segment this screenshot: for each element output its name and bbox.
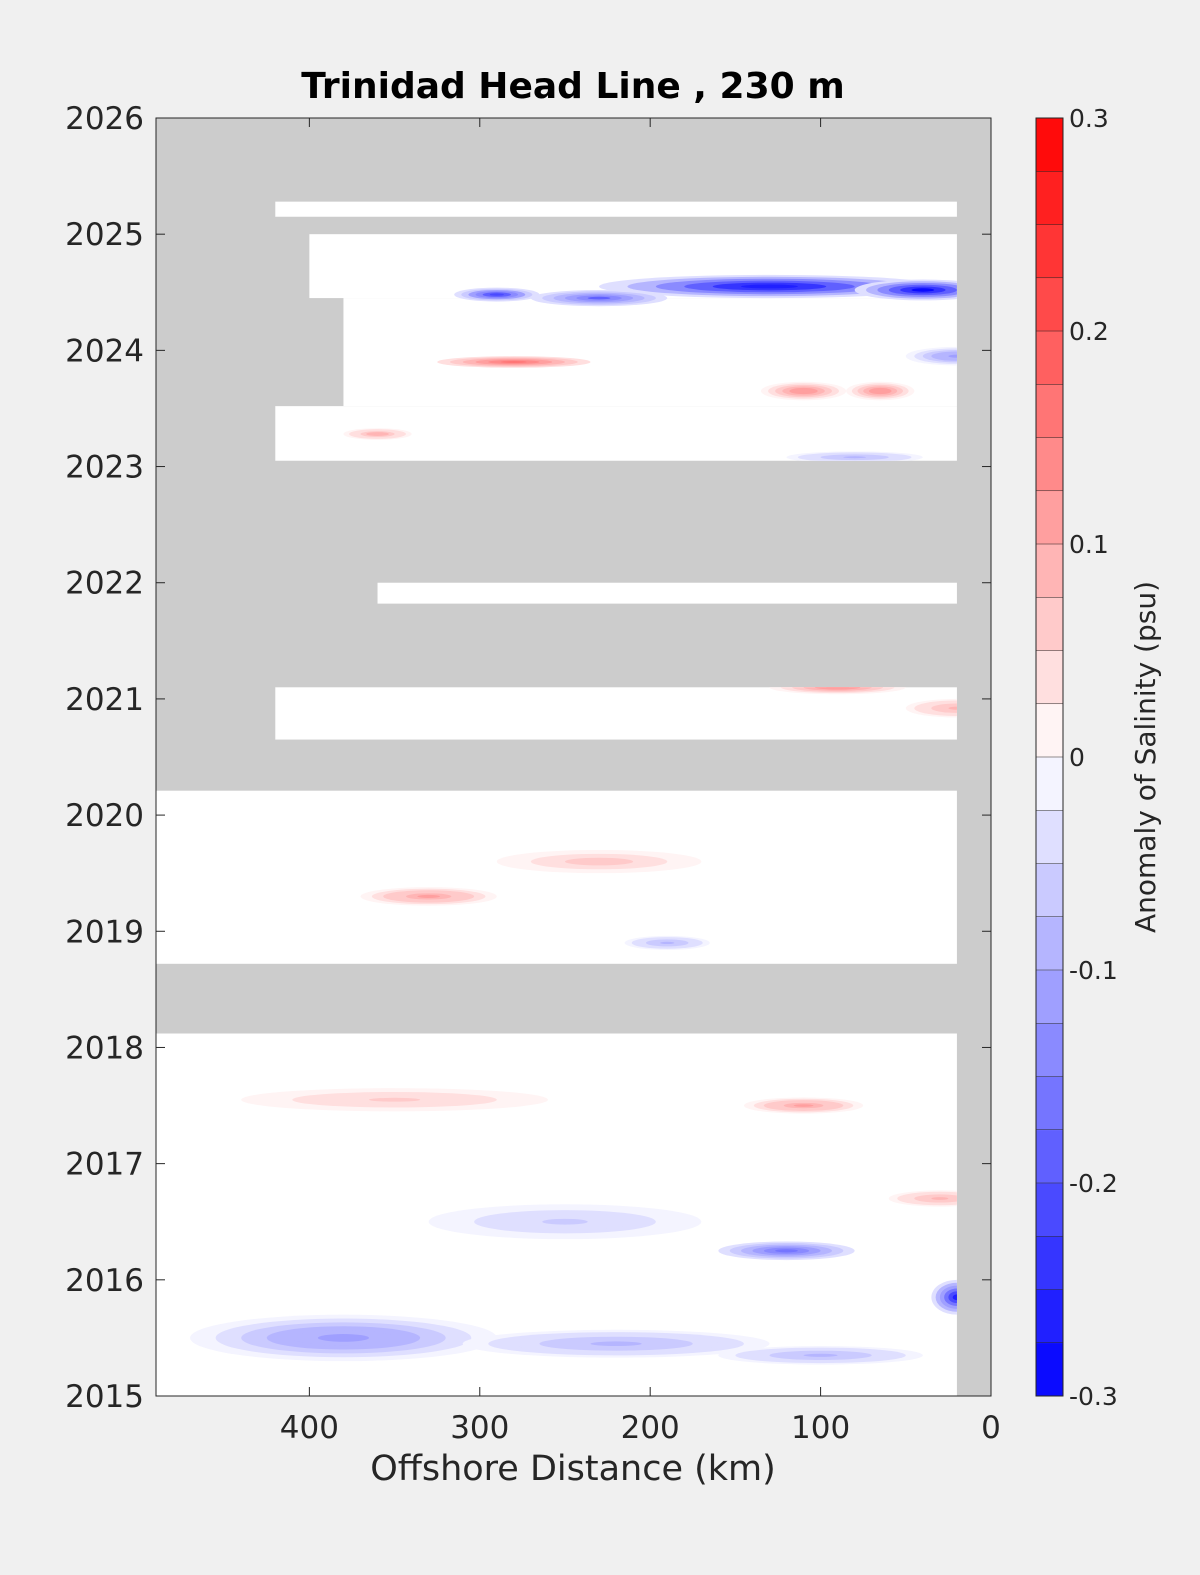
anomaly-contour	[587, 296, 611, 300]
anomaly-contour	[874, 389, 886, 393]
anomaly-contour	[542, 1218, 588, 1225]
anomaly-contour	[489, 293, 504, 296]
plot-area	[155, 117, 992, 1397]
anomaly-contour	[948, 354, 957, 358]
colorbar: -0.3 -0.2 -0.1 0 0.1 0.2 0.3	[1035, 104, 1118, 1411]
colorbar-segment	[1036, 118, 1063, 172]
x-tick-label: 400	[280, 1410, 339, 1446]
x-tick-label: 0	[981, 1410, 1001, 1446]
anomaly-contour	[948, 706, 957, 710]
colorbar-segment	[1036, 597, 1063, 651]
colorbar-tick-label: -0.3	[1069, 1382, 1118, 1411]
data-coverage-block	[275, 201, 957, 217]
colorbar-segment	[1036, 810, 1063, 864]
y-tick-label: 2015	[65, 1379, 144, 1415]
anomaly-contours	[190, 274, 957, 1365]
x-tick-label: 200	[621, 1410, 680, 1446]
anomaly-contour	[952, 1294, 957, 1301]
colorbar-tick-label: -0.1	[1069, 956, 1118, 985]
colorbar-tick-label: 0	[1069, 743, 1085, 772]
colorbar-segment	[1036, 1076, 1063, 1131]
y-tick-label: 2025	[65, 217, 144, 253]
y-tick-label: 2018	[65, 1030, 144, 1066]
y-tick-label: 2020	[65, 798, 144, 834]
anomaly-contour	[371, 433, 384, 435]
anomaly-contour	[931, 1197, 949, 1200]
plot-frame	[155, 117, 992, 1397]
anomaly-contour	[501, 361, 527, 363]
anomaly-contour	[793, 1104, 814, 1107]
x-tick-label: 100	[791, 1410, 850, 1446]
colorbar-segment	[1036, 916, 1063, 971]
y-tick-label: 2017	[65, 1147, 144, 1183]
chart-title: Trinidad Head Line , 230 m	[301, 66, 844, 107]
colorbar-segment	[1036, 171, 1063, 225]
colorbar-segment	[1036, 384, 1063, 438]
colorbar-segment	[1036, 544, 1063, 598]
colorbar-segment	[1036, 1183, 1063, 1237]
colorbar-segment	[1036, 1023, 1063, 1077]
y-tick-label: 2022	[65, 566, 144, 602]
anomaly-contour	[931, 351, 957, 361]
data-coverage-block	[156, 790, 957, 964]
colorbar-segment	[1036, 703, 1063, 758]
data-layer	[156, 201, 957, 1396]
anomaly-contour	[803, 1353, 838, 1357]
y-tick-label: 2021	[65, 682, 144, 718]
data-coverage-block	[275, 687, 957, 740]
anomaly-contour	[369, 1097, 421, 1102]
y-tick-label: 2026	[65, 101, 144, 137]
colorbar-label: Anomaly of Salinity (psu)	[1129, 581, 1162, 933]
x-axis-label: Offshore Distance (km)	[370, 1449, 776, 1489]
anomaly-contour	[660, 941, 675, 945]
colorbar-segment	[1036, 650, 1063, 705]
colorbar-segment	[1036, 1289, 1063, 1344]
colorbar-segment	[1036, 490, 1063, 545]
colorbar-segment	[1036, 757, 1063, 811]
anomaly-contour	[948, 1291, 957, 1304]
colorbar-tick-label: 0.1	[1069, 530, 1109, 559]
colorbar-tick-label: -0.2	[1069, 1169, 1118, 1198]
anomaly-contour	[417, 894, 441, 898]
anomaly-contour	[317, 1334, 370, 1342]
colorbar-tick-label: 0.3	[1069, 104, 1109, 133]
data-coverage-block	[377, 582, 957, 604]
colorbar-segment	[1036, 863, 1063, 918]
x-tick-label: 300	[450, 1410, 509, 1446]
y-axis: 2015 2016 2017 2018 2019 2020 2021 2022 2023 2024…	[65, 101, 991, 1415]
anomaly-contour	[843, 456, 867, 459]
colorbar-segment	[1036, 331, 1063, 385]
y-tick-label: 2019	[65, 914, 144, 950]
colorbar-segment	[1036, 437, 1063, 492]
colorbar-segment	[1036, 1236, 1063, 1290]
colorbar-segment	[1036, 970, 1063, 1024]
x-axis: 400 300 200 100 0	[280, 118, 1001, 1446]
colorbar-segment	[1036, 224, 1063, 279]
colorbar-tick-label: 0.2	[1069, 317, 1109, 346]
anomaly-contour	[775, 1249, 798, 1253]
anomaly-contour	[931, 703, 957, 713]
anomaly-contour	[582, 859, 617, 864]
colorbar-segment	[1036, 1129, 1063, 1184]
anomaly-contour	[741, 284, 798, 289]
anomaly-contour	[590, 1341, 642, 1347]
anomaly-contour	[911, 288, 935, 292]
anomaly-contour	[796, 389, 811, 393]
y-tick-label: 2024	[65, 333, 144, 369]
y-tick-label: 2016	[65, 1263, 144, 1299]
colorbar-segment	[1036, 1342, 1063, 1397]
y-tick-label: 2023	[65, 450, 144, 486]
colorbar-segment	[1036, 277, 1063, 332]
